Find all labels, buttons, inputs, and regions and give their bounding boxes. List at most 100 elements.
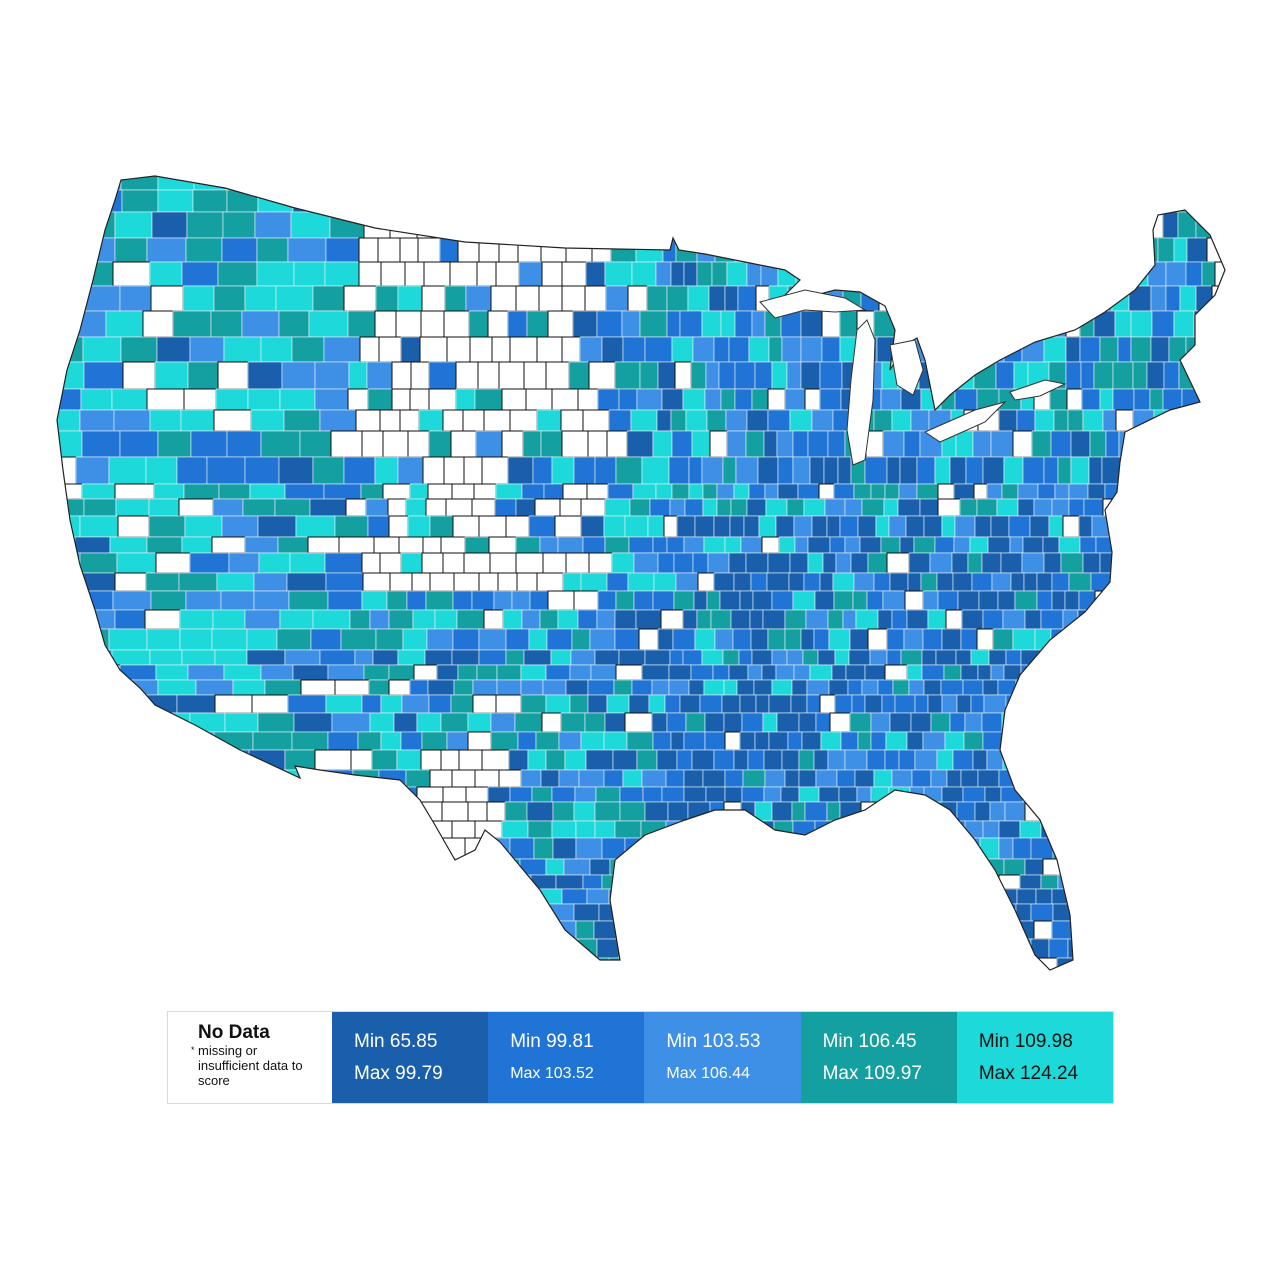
county-cell bbox=[57, 749, 77, 771]
county-cell bbox=[509, 336, 538, 363]
county-cell bbox=[78, 712, 115, 733]
county-cell bbox=[425, 590, 454, 611]
county-cell bbox=[803, 572, 821, 592]
county-cell bbox=[972, 237, 987, 263]
county-cell bbox=[1068, 261, 1091, 287]
county-cell bbox=[497, 572, 518, 592]
county-cell bbox=[108, 820, 143, 839]
county-cell bbox=[119, 430, 159, 458]
county-cell bbox=[786, 649, 804, 666]
county-cell bbox=[660, 609, 684, 630]
county-cell bbox=[391, 388, 411, 411]
county-cell bbox=[763, 786, 782, 803]
county-cell bbox=[775, 515, 795, 538]
county-cell bbox=[1195, 483, 1215, 500]
county-cell bbox=[548, 903, 575, 922]
county-cell bbox=[391, 361, 412, 390]
county-cell bbox=[573, 456, 596, 485]
county-cell bbox=[1220, 430, 1225, 458]
county-cell bbox=[702, 483, 718, 500]
county-cell bbox=[1191, 801, 1210, 822]
county-cell bbox=[589, 957, 610, 970]
county-cell bbox=[903, 211, 927, 239]
county-cell bbox=[826, 801, 841, 822]
county-cell bbox=[1197, 552, 1218, 574]
county-cell bbox=[657, 628, 674, 651]
county-cell bbox=[1227, 921, 1235, 939]
county-cell bbox=[932, 310, 953, 338]
county-cell bbox=[849, 712, 872, 733]
county-cell bbox=[80, 285, 121, 312]
county-cell bbox=[1002, 749, 1021, 771]
county-cell bbox=[182, 888, 215, 905]
county-cell bbox=[407, 903, 433, 922]
county-cell bbox=[1190, 938, 1210, 959]
county-cell bbox=[317, 957, 354, 970]
county-cell bbox=[215, 749, 250, 771]
county-cell bbox=[1059, 858, 1076, 876]
county-cell bbox=[467, 712, 492, 733]
county-cell bbox=[670, 261, 685, 287]
county-cell bbox=[978, 903, 1000, 922]
county-cell bbox=[906, 261, 927, 287]
county-cell bbox=[666, 285, 689, 312]
county-cell bbox=[179, 609, 214, 630]
county-cell bbox=[1166, 590, 1186, 611]
county-cell bbox=[849, 858, 872, 876]
county-cell bbox=[1178, 572, 1194, 592]
county-cell bbox=[158, 874, 197, 890]
county-cell bbox=[964, 820, 984, 839]
county-cell bbox=[927, 694, 943, 714]
county-cell bbox=[1222, 858, 1225, 876]
county-cell bbox=[1012, 430, 1033, 458]
county-cell bbox=[246, 628, 278, 651]
county-cell bbox=[1032, 712, 1055, 733]
county-cell bbox=[1003, 731, 1021, 751]
county-cell bbox=[641, 456, 670, 485]
county-cell bbox=[927, 609, 947, 630]
county-cell bbox=[723, 801, 742, 822]
county-cell bbox=[776, 858, 797, 876]
county-cell bbox=[960, 628, 978, 651]
county-cell bbox=[882, 590, 906, 611]
county-cell bbox=[1142, 237, 1159, 263]
county-cell bbox=[157, 430, 192, 458]
county-cell bbox=[676, 749, 693, 771]
county-cell bbox=[442, 211, 470, 239]
county-cell bbox=[427, 858, 454, 876]
county-cell bbox=[701, 456, 724, 485]
county-cell bbox=[809, 664, 833, 681]
county-cell bbox=[382, 189, 408, 213]
county-cell bbox=[186, 211, 224, 239]
county-cell bbox=[291, 731, 329, 751]
county-cell bbox=[380, 874, 401, 890]
county-cell bbox=[1201, 820, 1218, 839]
county-cell bbox=[1204, 189, 1221, 213]
county-cell bbox=[1009, 211, 1026, 239]
county-cell bbox=[768, 731, 789, 751]
county-cell bbox=[748, 336, 770, 363]
county-cell bbox=[904, 801, 923, 822]
county-cell bbox=[952, 189, 967, 213]
county-cell bbox=[154, 903, 187, 922]
county-cell bbox=[613, 679, 633, 696]
county-cell bbox=[972, 430, 992, 458]
county-cell bbox=[908, 189, 932, 213]
county-cell bbox=[1025, 176, 1042, 191]
county-cell bbox=[589, 628, 616, 651]
county-cell bbox=[668, 938, 685, 959]
county-cell bbox=[1043, 336, 1067, 363]
county-cell bbox=[579, 336, 603, 363]
county-cell bbox=[673, 590, 695, 611]
county-cell bbox=[486, 874, 507, 890]
county-cell bbox=[1182, 483, 1197, 500]
county-cell bbox=[943, 979, 956, 980]
county-cell bbox=[1061, 769, 1079, 788]
county-cell bbox=[1068, 483, 1089, 500]
county-cell bbox=[221, 858, 259, 876]
county-cell bbox=[149, 409, 182, 432]
county-cell bbox=[444, 285, 467, 312]
county-cell bbox=[329, 211, 365, 239]
county-cell bbox=[352, 769, 380, 788]
county-cell bbox=[1232, 650, 1235, 665]
